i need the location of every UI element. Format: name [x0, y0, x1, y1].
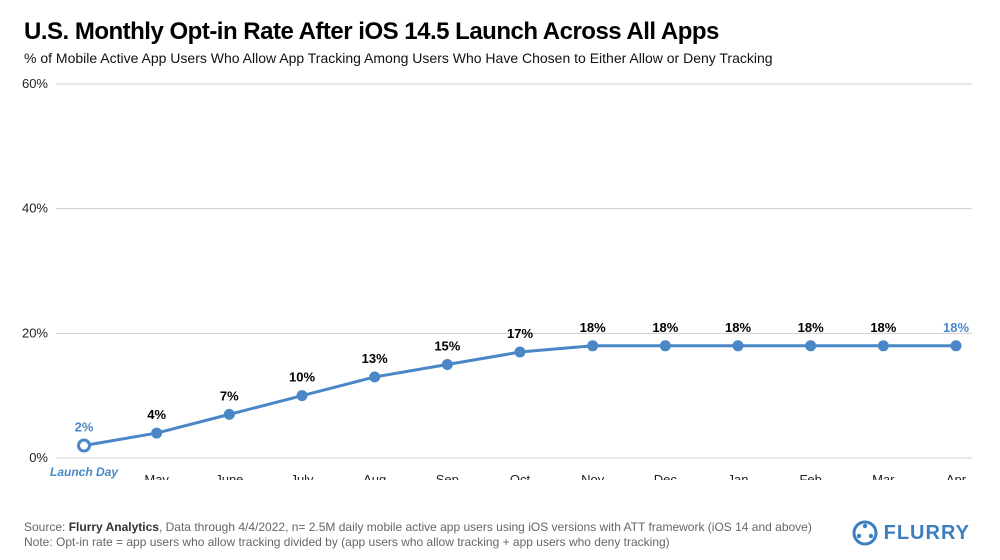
- data-label: 7%: [220, 388, 239, 403]
- data-label: 18%: [943, 320, 969, 335]
- x-tick-label: Aug: [363, 472, 386, 480]
- y-tick-label: 60%: [22, 76, 48, 91]
- data-marker: [224, 409, 235, 420]
- data-marker: [369, 371, 380, 382]
- data-marker: [805, 340, 816, 351]
- data-label: 15%: [434, 339, 460, 354]
- data-marker: [733, 340, 744, 351]
- flurry-logo-text: FLURRY: [884, 522, 970, 545]
- data-marker: [587, 340, 598, 351]
- y-tick-label: 0%: [29, 450, 48, 465]
- x-tick-label: July: [290, 472, 314, 480]
- x-tick-label: Apr: [946, 472, 967, 480]
- chart: 0% 20% 40% 60% 2% 4% May 7% June 10% July 13% Aug 15%…: [0, 0, 1000, 480]
- launch-day-label: Launch Day: [50, 465, 119, 479]
- flurry-logo: FLURRY: [852, 520, 970, 546]
- x-tick-label: Dec: [654, 472, 678, 480]
- x-tick-label: Sep: [436, 472, 459, 480]
- data-marker: [878, 340, 889, 351]
- x-tick-label: Oct: [510, 472, 531, 480]
- data-marker: [515, 347, 526, 358]
- data-marker: [660, 340, 671, 351]
- data-marker: [79, 440, 90, 451]
- data-label: 4%: [147, 407, 166, 422]
- data-label: 10%: [289, 370, 315, 385]
- data-label: 17%: [507, 326, 533, 341]
- x-tick-label: Feb: [799, 472, 821, 480]
- footnote-source: Source: Flurry Analytics, Data through 4…: [24, 520, 976, 535]
- y-tick-label: 20%: [22, 325, 48, 340]
- x-tick-label: Nov: [581, 472, 605, 480]
- data-label: 18%: [580, 320, 606, 335]
- data-marker: [297, 390, 308, 401]
- data-label: 18%: [870, 320, 896, 335]
- x-tick-label: May: [144, 472, 169, 480]
- data-label: 2%: [75, 420, 94, 435]
- data-marker: [442, 359, 453, 370]
- footnote-note: Note: Opt-in rate = app users who allow …: [24, 535, 976, 550]
- data-label: 18%: [798, 320, 824, 335]
- data-label: 13%: [362, 351, 388, 366]
- y-tick-label: 40%: [22, 201, 48, 216]
- x-tick-label: Mar: [872, 472, 895, 480]
- data-marker: [951, 340, 962, 351]
- data-marker: [151, 428, 162, 439]
- data-label: 18%: [652, 320, 678, 335]
- data-label: 18%: [725, 320, 751, 335]
- x-tick-label: June: [215, 472, 243, 480]
- line-series: [84, 346, 956, 446]
- x-tick-label: Jan: [728, 472, 749, 480]
- flurry-logo-icon: [852, 520, 878, 546]
